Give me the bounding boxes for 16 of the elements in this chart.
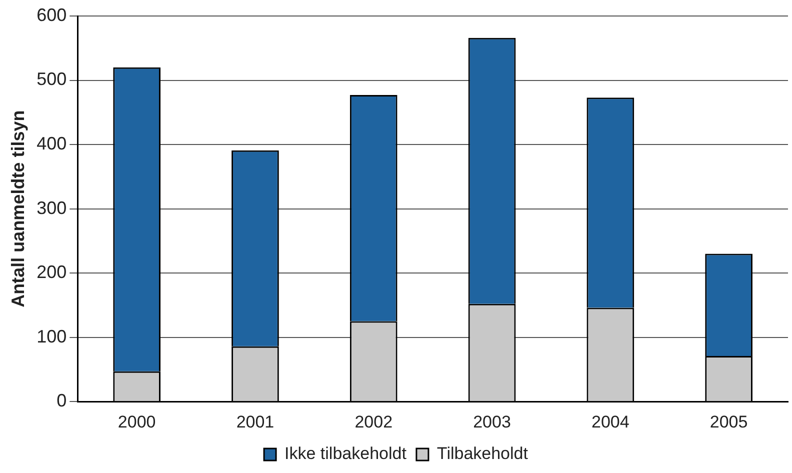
x-tick-label: 2000 — [118, 412, 156, 432]
x-tick-label: 2005 — [710, 412, 748, 432]
y-tick-label: 300 — [36, 198, 67, 218]
legend-label: Ikke tilbakeholdt — [284, 444, 407, 464]
x-tick-label: 2003 — [473, 412, 511, 432]
legend-label: Tilbakeholdt — [436, 444, 528, 464]
y-tick-label: 500 — [36, 69, 67, 90]
y-tick-label: 100 — [36, 326, 67, 346]
y-tick-label: 200 — [36, 262, 67, 282]
x-tick-label: 2001 — [236, 412, 274, 432]
x-tick-label: 2004 — [591, 412, 630, 432]
y-tick-label: 400 — [36, 134, 67, 154]
y-tick-label: 600 — [36, 4, 67, 25]
x-tick-label: 2002 — [354, 412, 393, 432]
y-tick-label: 0 — [56, 390, 67, 411]
y-axis-title: Antall uanmeldte tilsyn — [8, 110, 28, 308]
